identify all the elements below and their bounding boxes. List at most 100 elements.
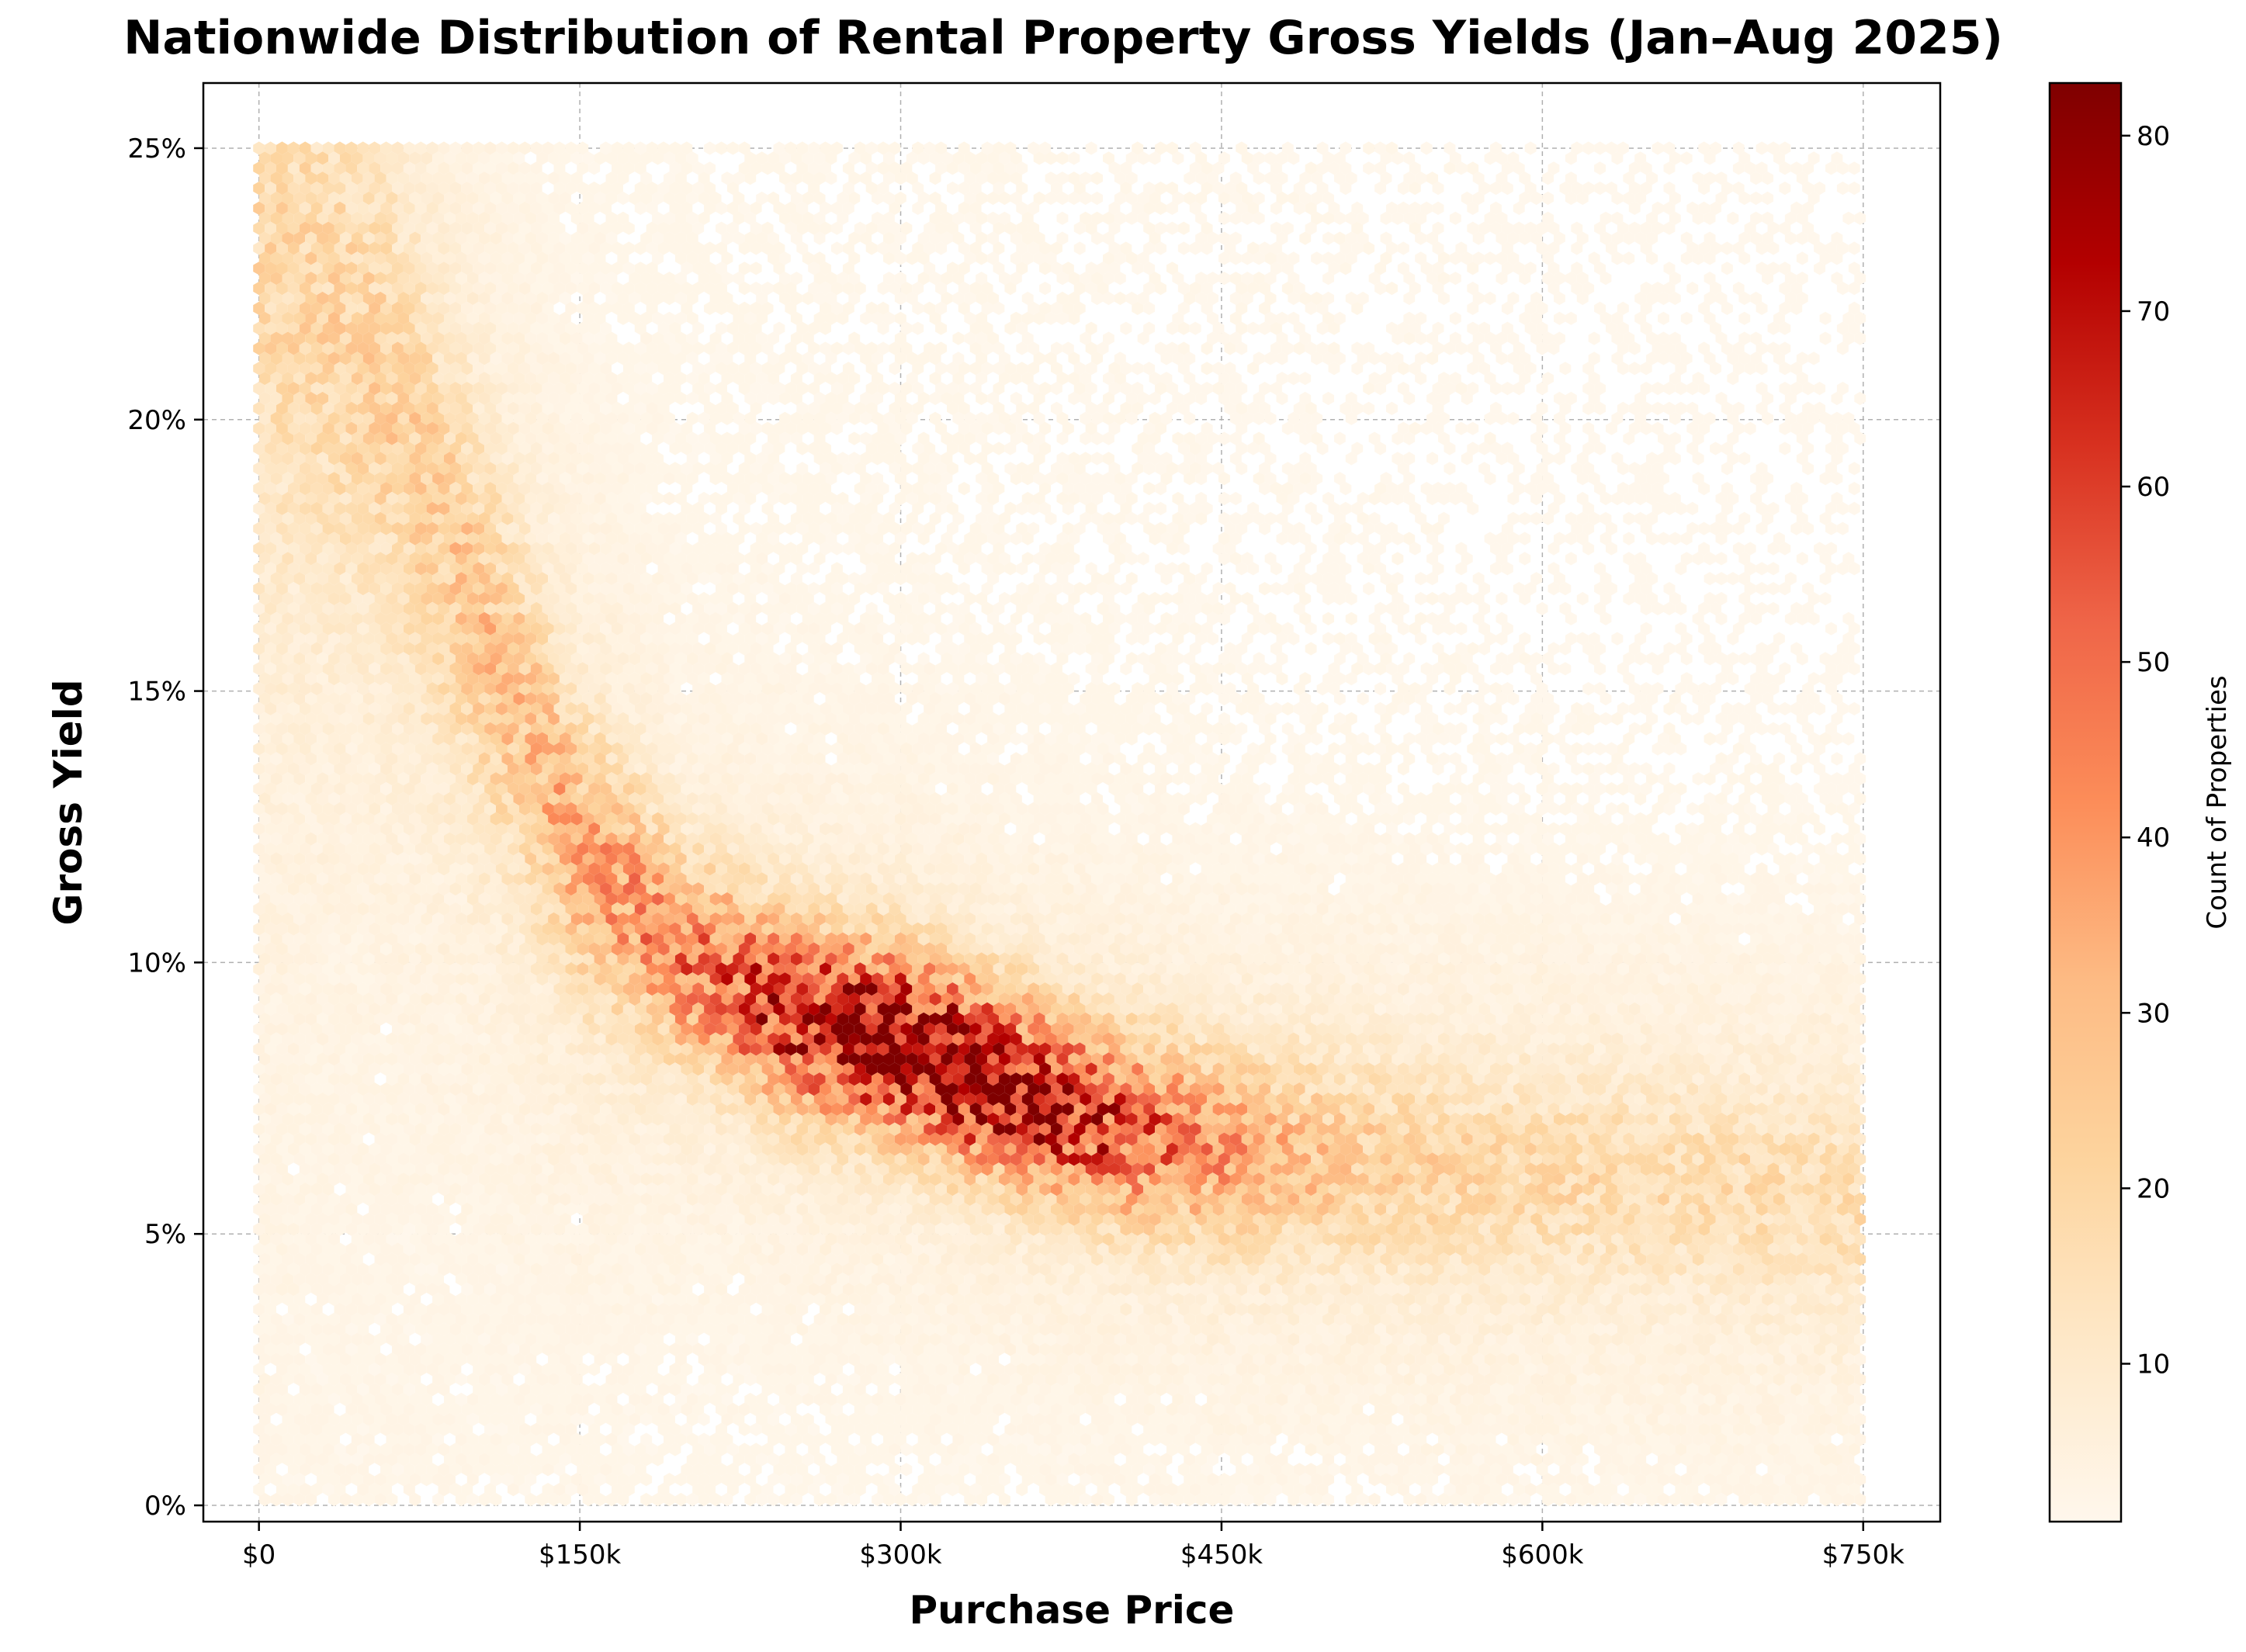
hex-cell: [409, 171, 421, 185]
hex-cell: [507, 161, 519, 175]
hex-cell: [386, 231, 398, 245]
hex-cell: [848, 231, 861, 245]
hex-cell: [362, 211, 375, 225]
hex-cell: [1513, 261, 1525, 275]
hex-cell: [646, 261, 658, 275]
hex-cell: [1738, 452, 1751, 466]
hex-cell: [1606, 182, 1617, 196]
hex-cell: [889, 221, 901, 235]
hex-cell: [906, 151, 918, 165]
hex-cell: [917, 151, 930, 165]
hex-cell: [258, 251, 271, 265]
hex-cell: [1056, 171, 1069, 185]
hex-cell: [553, 141, 566, 155]
hex-cell: [1669, 191, 1681, 206]
hex-cell: [773, 161, 785, 175]
hex-cell: [889, 141, 901, 155]
hex-cell: [559, 171, 571, 185]
hex-cell: [577, 141, 589, 155]
hex-cell: [1288, 251, 1300, 265]
hex-cell: [1808, 231, 1820, 245]
hex-cell: [796, 201, 809, 215]
hex-cell: [1415, 572, 1427, 586]
hex-cell: [351, 191, 363, 206]
hex-cell: [1340, 161, 1352, 175]
hex-cell: [1680, 251, 1693, 265]
hex-cell: [525, 191, 537, 206]
hex-cell: [409, 191, 421, 206]
hex-cell: [1322, 611, 1334, 625]
hex-cell: [1658, 532, 1669, 545]
hex-cell: [1652, 382, 1664, 396]
hex-cell: [860, 151, 872, 165]
hex-cell: [432, 151, 444, 165]
hex-cell: [351, 151, 363, 165]
hex-cell: [1357, 231, 1369, 245]
hex-cell: [305, 251, 317, 265]
hex-cell: [854, 221, 866, 235]
hex-cell: [1051, 261, 1062, 275]
hex-cell: [478, 191, 490, 206]
hex-cell: [553, 221, 566, 235]
hex-cell: [917, 231, 930, 245]
hex-cell: [877, 241, 889, 255]
hex-cell: [1247, 241, 1260, 255]
hex-cell: [559, 151, 571, 165]
hex-cell: [831, 221, 843, 235]
hex-cell: [600, 221, 612, 235]
hex-cell: [565, 201, 577, 215]
hex-cell: [1166, 182, 1178, 196]
hex-cell: [1253, 171, 1265, 185]
hex-cell: [1195, 231, 1208, 245]
hex-cell: [559, 191, 571, 206]
hex-cell: [345, 201, 358, 215]
hex-cell: [1207, 171, 1218, 185]
hex-cell: [253, 221, 265, 235]
hex-cell: [1236, 201, 1248, 215]
hex-cell: [490, 211, 502, 225]
hex-cell: [484, 241, 496, 255]
hex-cell: [1149, 191, 1161, 206]
hex-cell: [813, 251, 826, 265]
hex-cell: [536, 211, 549, 225]
hex-cell: [1756, 582, 1768, 596]
hex-cell: [969, 161, 982, 175]
hex-cell: [750, 201, 762, 215]
hex-cell: [1663, 221, 1676, 235]
hex-cell: [1628, 182, 1641, 196]
hex-cell: [1299, 372, 1312, 386]
hex-cell: [1779, 221, 1791, 235]
hex-cell: [317, 231, 328, 245]
hex-cell: [369, 261, 381, 275]
hex-cell: [958, 261, 970, 275]
hex-cell: [1467, 201, 1479, 215]
hex-cell: [1051, 241, 1062, 255]
hex-cell: [617, 151, 629, 165]
hex-cell: [449, 261, 462, 275]
hex-cell: [1426, 591, 1438, 606]
hex-cell: [640, 171, 653, 185]
hex-cell: [507, 182, 519, 196]
hex-cell: [704, 161, 716, 175]
hex-cell: [831, 201, 843, 215]
hex-cell: [501, 251, 514, 265]
hex-cell: [305, 211, 317, 225]
hex-cell: [692, 221, 705, 235]
hex-cell: [686, 211, 698, 225]
hex-cell: [1010, 251, 1022, 265]
hex-cell: [657, 182, 670, 196]
hex-cell: [1461, 251, 1473, 265]
hex-cell: [1091, 452, 1103, 466]
hex-cell: [466, 151, 479, 165]
hex-cell: [716, 141, 727, 155]
hex-cell: [455, 171, 467, 185]
hex-cell: [612, 241, 623, 255]
hex-cell: [785, 221, 797, 235]
hex-cell: [1056, 231, 1069, 245]
hex-cell: [1623, 191, 1635, 206]
hex-cell: [1218, 231, 1230, 245]
hex-cell: [768, 191, 779, 206]
hex-cell: [664, 491, 675, 506]
hex-cell: [265, 221, 276, 235]
